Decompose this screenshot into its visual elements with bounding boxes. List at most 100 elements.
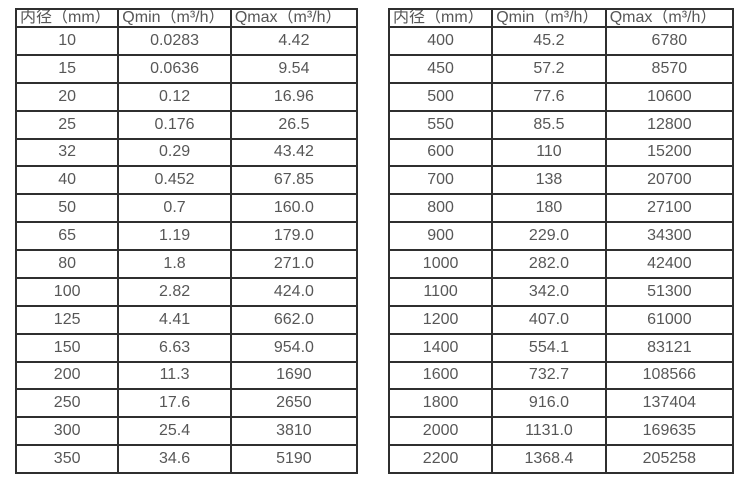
table-cell: 11.3	[117, 360, 232, 391]
table-row: 125 4.41 662.0	[14, 304, 359, 335]
table-row: 25 0.176 26.5	[14, 109, 359, 140]
column-header: 内径（mm）	[14, 8, 120, 28]
table-cell: 300	[14, 416, 120, 447]
table-cell: 500	[387, 81, 494, 112]
table-cell: 200	[14, 360, 120, 391]
table-cell: 43.42	[229, 137, 359, 168]
table-cell: 2000	[387, 416, 494, 447]
table-cell: 51300	[604, 276, 735, 307]
header-row: 内径（mm） Qmin（m³/h） Qmax（m³/h）	[387, 8, 735, 28]
table-row: 1000 282.0 42400	[387, 249, 735, 279]
table-row: 20 0.12 16.96	[14, 81, 359, 112]
table-row: 80 1.8 271.0	[14, 249, 359, 279]
column-header: Qmin（m³/h）	[117, 8, 232, 28]
column-header: Qmin（m³/h）	[491, 8, 607, 28]
table-cell: 4.42	[229, 26, 359, 56]
table-row: 10 0.0283 4.42	[14, 26, 359, 56]
table-cell: 169635	[604, 416, 735, 447]
table-row: 250 17.6 2650	[14, 388, 359, 419]
table-cell: 1600	[387, 360, 494, 391]
table-cell: 6.63	[117, 332, 232, 363]
header-row: 内径（mm） Qmin（m³/h） Qmax（m³/h）	[14, 8, 359, 28]
table-cell: 15	[14, 53, 120, 84]
table-cell: 25	[14, 109, 120, 140]
table-cell: 2650	[229, 388, 359, 419]
table-cell: 125	[14, 304, 120, 335]
table-row: 1400 554.1 83121	[387, 332, 735, 363]
table-cell: 8570	[604, 53, 735, 84]
table-cell: 20700	[604, 165, 735, 196]
table-cell: 34300	[604, 221, 735, 251]
table-cell: 15200	[604, 137, 735, 168]
table-cell: 108566	[604, 360, 735, 391]
table-cell: 1000	[387, 249, 494, 279]
table-cell: 65	[14, 221, 120, 251]
table-cell: 0.0636	[117, 53, 232, 84]
table-row: 2000 1131.0 169635	[387, 416, 735, 447]
table-cell: 138	[491, 165, 607, 196]
table-cell: 1131.0	[491, 416, 607, 447]
table-cell: 1690	[229, 360, 359, 391]
table-cell: 400	[387, 26, 494, 56]
table-row: 1800 916.0 137404	[387, 388, 735, 419]
table-cell: 407.0	[491, 304, 607, 335]
table-cell: 1.19	[117, 221, 232, 251]
table-row: 1100 342.0 51300	[387, 276, 735, 307]
table-cell: 32	[14, 137, 120, 168]
table-row: 32 0.29 43.42	[14, 137, 359, 168]
table-cell: 900	[387, 221, 494, 251]
table-cell: 954.0	[229, 332, 359, 363]
table-cell: 2.82	[117, 276, 232, 307]
table-cell: 9.54	[229, 53, 359, 84]
table-cell: 26.5	[229, 109, 359, 140]
table-cell: 0.29	[117, 137, 232, 168]
table-row: 400 45.2 6780	[387, 26, 735, 56]
table-row: 2200 1368.4 205258	[387, 444, 735, 474]
table-cell: 150	[14, 332, 120, 363]
table-cell: 80	[14, 249, 120, 279]
table-row: 1200 407.0 61000	[387, 304, 735, 335]
table-cell: 916.0	[491, 388, 607, 419]
table-cell: 20	[14, 81, 120, 112]
table-cell: 1400	[387, 332, 494, 363]
table-cell: 3810	[229, 416, 359, 447]
table-cell: 16.96	[229, 81, 359, 112]
table-cell: 0.176	[117, 109, 232, 140]
table-cell: 27100	[604, 193, 735, 224]
table-row: 500 77.6 10600	[387, 81, 735, 112]
table-cell: 424.0	[229, 276, 359, 307]
table-cell: 450	[387, 53, 494, 84]
table-cell: 1800	[387, 388, 494, 419]
table-cell: 600	[387, 137, 494, 168]
table-cell: 0.12	[117, 81, 232, 112]
table-row: 1600 732.7 108566	[387, 360, 735, 391]
table-cell: 77.6	[491, 81, 607, 112]
table-cell: 350	[14, 444, 120, 474]
table-row: 50 0.7 160.0	[14, 193, 359, 224]
table-row: 40 0.452 67.85	[14, 165, 359, 196]
table-row: 900 229.0 34300	[387, 221, 735, 251]
flow-spec-table-large-diameters: 内径（mm） Qmin（m³/h） Qmax（m³/h） 400 45.2 6780 450…	[387, 8, 735, 474]
column-header: 内径（mm）	[387, 8, 494, 28]
table-cell: 554.1	[491, 332, 607, 363]
table-cell: 1100	[387, 276, 494, 307]
table-cell: 1200	[387, 304, 494, 335]
table-cell: 2200	[387, 444, 494, 474]
table-row: 800 180 27100	[387, 193, 735, 224]
flow-spec-table-small-diameters: 内径（mm） Qmin（m³/h） Qmax（m³/h） 10 0.0283 4.42 15…	[14, 8, 359, 474]
table-cell: 137404	[604, 388, 735, 419]
table-cell: 1.8	[117, 249, 232, 279]
table-cell: 205258	[604, 444, 735, 474]
table-cell: 5190	[229, 444, 359, 474]
table-cell: 282.0	[491, 249, 607, 279]
table-cell: 342.0	[491, 276, 607, 307]
table-cell: 10	[14, 26, 120, 56]
table-cell: 1368.4	[491, 444, 607, 474]
table-cell: 45.2	[491, 26, 607, 56]
table-cell: 6780	[604, 26, 735, 56]
table-cell: 10600	[604, 81, 735, 112]
table-row: 600 110 15200	[387, 137, 735, 168]
table-row: 450 57.2 8570	[387, 53, 735, 84]
table-row: 100 2.82 424.0	[14, 276, 359, 307]
